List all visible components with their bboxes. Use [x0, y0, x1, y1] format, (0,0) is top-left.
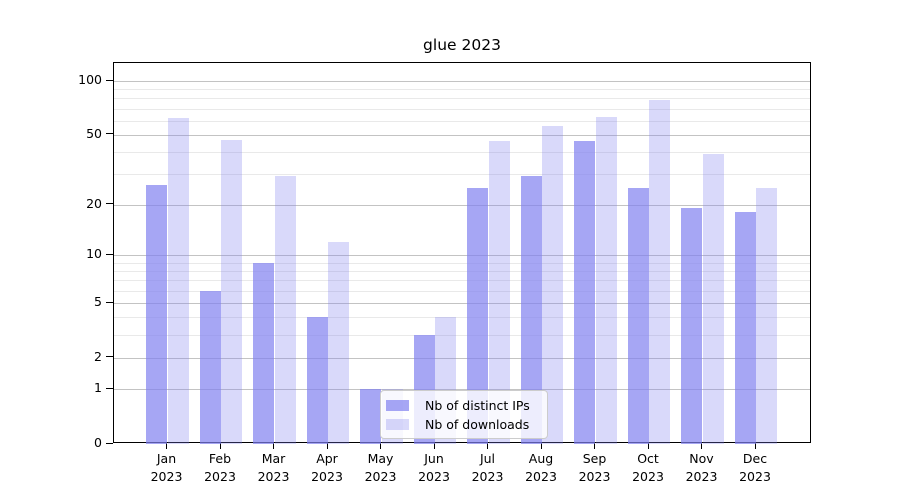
gridline-major-10: [114, 255, 810, 257]
x-tick-label-jul: Jul 2023: [471, 451, 504, 484]
gridline-minor-80: [114, 98, 810, 100]
bar-nov-distinct-ips: [681, 208, 703, 444]
bar-oct-distinct-ips: [627, 187, 649, 444]
bar-aug-distinct-ips: [520, 176, 542, 444]
bar-dec-distinct-ips: [734, 212, 756, 444]
x-tick-label-apr: Apr 2023: [311, 451, 343, 484]
y-tick-5: [106, 301, 113, 303]
gridline-minor-4: [114, 317, 810, 319]
bar-jul-downloads: [488, 141, 510, 444]
gridline-minor-9: [114, 262, 810, 264]
y-tick-label-10: 10: [86, 246, 102, 262]
y-tick-50: [106, 133, 113, 135]
gridline-major-1: [114, 389, 810, 391]
x-tick-label-dec: Dec 2023: [739, 451, 771, 484]
gridline-minor-7: [114, 280, 810, 282]
bar-jan-downloads: [167, 118, 189, 444]
bar-jan-distinct-ips: [146, 184, 168, 444]
x-tick-label-jun: Jun 2023: [418, 451, 450, 484]
legend-label-distinct-ips: Nb of distinct IPs: [425, 397, 530, 413]
bar-feb-distinct-ips: [199, 290, 221, 444]
legend-label-downloads: Nb of downloads: [425, 416, 530, 432]
legend: Nb of distinct IPs Nb of downloads: [380, 390, 548, 439]
bar-feb-downloads: [221, 139, 243, 444]
y-tick-20: [106, 203, 113, 205]
bar-dec-downloads: [756, 187, 778, 444]
gridline-major-5: [114, 303, 810, 305]
y-tick-label-5: 5: [94, 294, 102, 310]
gridline-major-20: [114, 204, 810, 206]
gridline-minor-40: [114, 151, 810, 153]
gridline-major-50: [114, 134, 810, 136]
x-tick-label-may: May 2023: [364, 451, 397, 484]
bar-sep-distinct-ips: [574, 141, 596, 444]
gridline-minor-30: [114, 173, 810, 175]
legend-item-downloads: Nb of downloads: [386, 417, 539, 432]
x-tick-label-feb: Feb 2023: [204, 451, 236, 484]
bar-mar-downloads: [274, 176, 296, 444]
y-tick-2: [106, 356, 113, 358]
bar-nov-downloads: [702, 153, 724, 444]
y-tick-label-0: 0: [94, 435, 102, 450]
legend-swatch-distinct-ips: [386, 399, 409, 411]
y-tick-label-20: 20: [86, 195, 102, 211]
bar-oct-downloads: [649, 100, 671, 444]
gridline-minor-6: [114, 290, 810, 292]
bar-apr-downloads: [328, 242, 350, 444]
y-tick-label-100: 100: [78, 72, 102, 88]
gridline-minor-70: [114, 108, 810, 110]
bar-sep-downloads: [595, 116, 617, 444]
y-tick-label-2: 2: [94, 348, 102, 364]
gridline-major-100: [114, 81, 810, 83]
bar-mar-distinct-ips: [253, 262, 275, 444]
plot-area: [113, 62, 811, 444]
legend-swatch-downloads: [386, 418, 409, 430]
y-tick-label-50: 50: [86, 125, 102, 141]
y-tick-100: [106, 79, 113, 81]
bar-jul-distinct-ips: [467, 187, 489, 444]
legend-item-distinct-ips: Nb of distinct IPs: [386, 398, 539, 413]
x-tick-label-sep: Sep 2023: [578, 451, 611, 484]
y-tick-0: [106, 442, 113, 444]
gridline-major-2: [114, 357, 810, 359]
chart-title: glue 2023: [423, 36, 501, 54]
y-tick-label-1: 1: [94, 380, 102, 396]
bar-may-distinct-ips: [360, 389, 382, 444]
y-tick-10: [106, 253, 113, 255]
x-tick-label-nov: Nov 2023: [685, 451, 718, 484]
y-tick-1: [106, 387, 113, 389]
x-tick-label-mar: Mar 2023: [257, 451, 290, 484]
bar-aug-downloads: [542, 126, 564, 444]
x-tick-label-jan: Jan 2023: [150, 451, 183, 484]
x-tick-label-aug: Aug 2023: [525, 451, 557, 484]
gridline-minor-60: [114, 120, 810, 122]
gridline-minor-8: [114, 271, 810, 273]
bar-apr-distinct-ips: [306, 317, 328, 444]
gridline-minor-3: [114, 334, 810, 336]
gridline-minor-90: [114, 89, 810, 91]
x-tick-label-oct: Oct 2023: [632, 451, 664, 484]
